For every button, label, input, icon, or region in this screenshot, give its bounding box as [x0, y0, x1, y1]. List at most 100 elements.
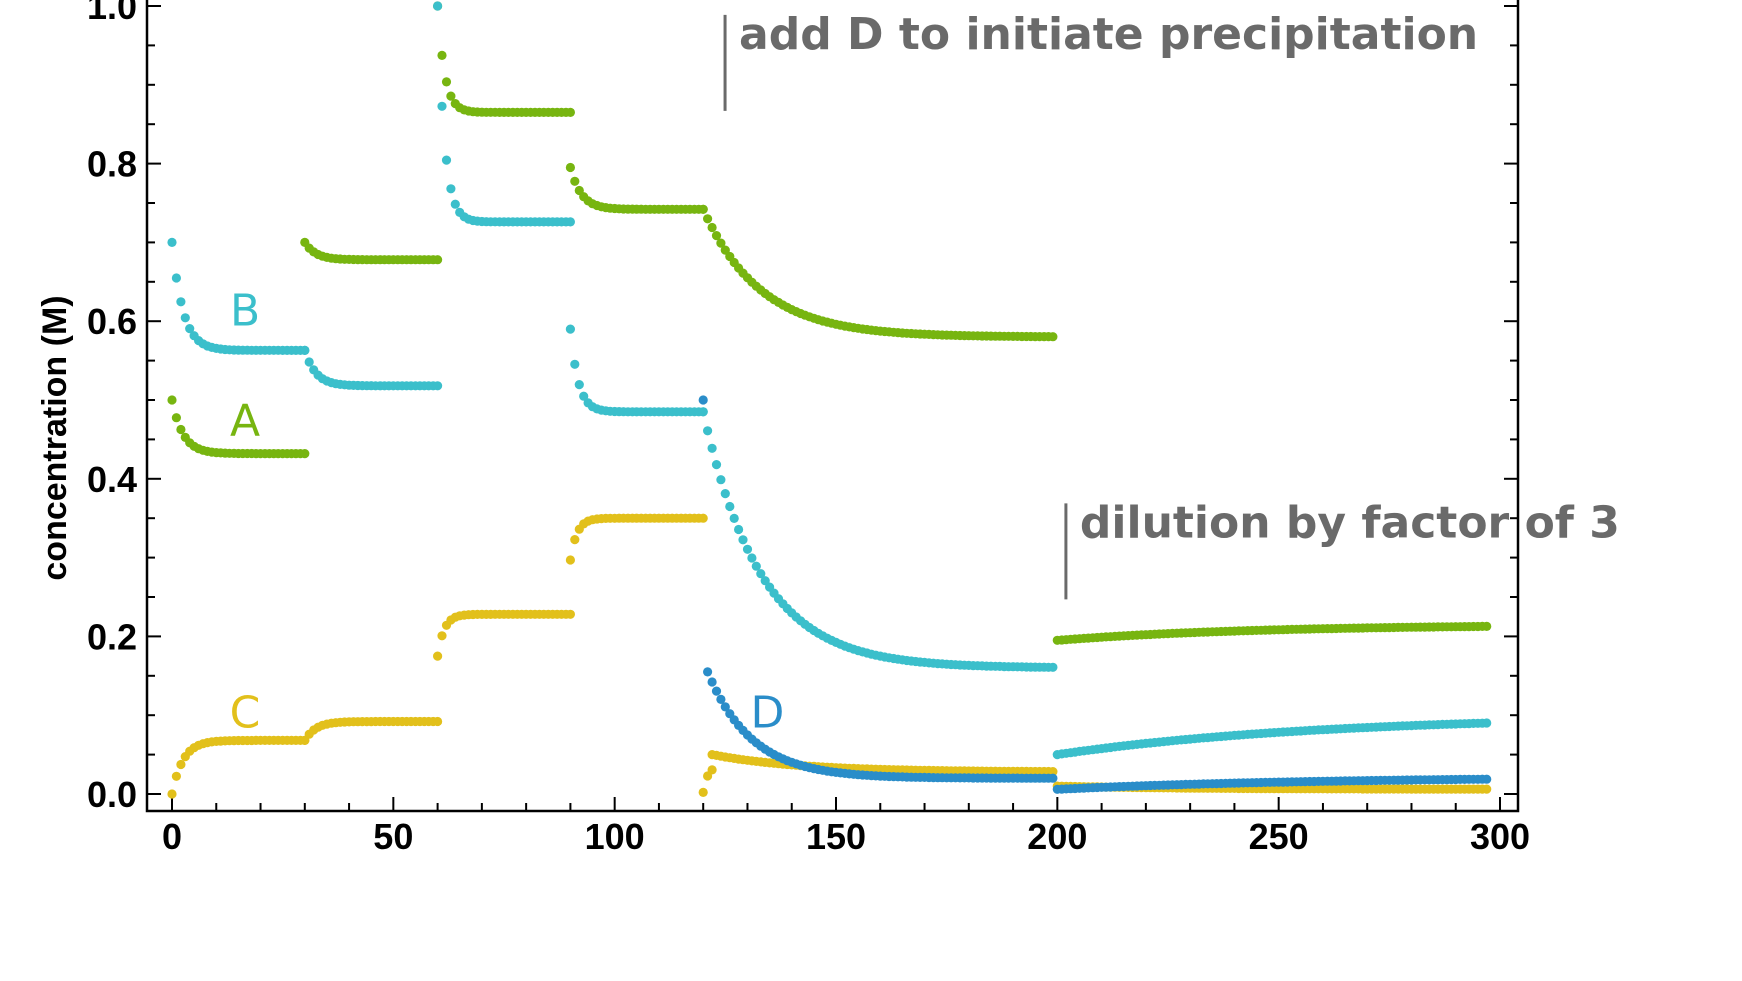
data-point: [579, 391, 589, 401]
series-label-B: B: [230, 285, 260, 336]
data-point: [565, 609, 576, 619]
data-point: [1048, 767, 1058, 777]
y-tick-label: 0.8: [87, 144, 137, 185]
data-point: [570, 176, 580, 186]
data-point: [437, 50, 447, 61]
data-point: [742, 544, 753, 554]
series-label-D: D: [750, 687, 784, 738]
data-point: [433, 1, 443, 11]
y-tick-label: 0.0: [87, 774, 137, 815]
data-point: [171, 413, 181, 423]
y-axis-label: concentration (M): [36, 295, 74, 580]
data-point: [441, 77, 452, 87]
data-point: [756, 569, 766, 579]
data-point: [707, 222, 717, 233]
series-label-A: A: [230, 396, 260, 447]
data-point: [716, 694, 726, 705]
data-point: [171, 771, 181, 781]
series-labels: A B C D: [230, 285, 785, 738]
data-point: [565, 217, 576, 227]
data-point: [446, 184, 456, 194]
data-point: [433, 651, 443, 661]
data-point: [176, 424, 186, 435]
data-point: [441, 155, 452, 165]
data-point: [1048, 662, 1058, 672]
ticks: 0 50 100 150 200 250 300 0.0 0.2 0.4 0.6 0.8 1.0: [87, 0, 1530, 857]
data-point: [716, 238, 726, 248]
y-tick-label: 0.6: [87, 301, 137, 342]
data-point: [570, 359, 580, 369]
data-point: [185, 324, 195, 334]
data-point: [698, 204, 708, 214]
data-point: [176, 759, 186, 770]
data-point: [738, 535, 748, 545]
series-C: [167, 513, 1492, 799]
data-point: [167, 395, 177, 405]
data-point: [698, 407, 708, 417]
data-point: [176, 297, 186, 307]
data-point: [711, 231, 722, 241]
data-point: [450, 199, 460, 209]
data-point: [171, 273, 181, 283]
y-tick-label: 0.2: [87, 616, 137, 657]
data-point: [180, 313, 190, 323]
data-point: [716, 475, 726, 485]
data-point: [1482, 621, 1492, 632]
data-point: [711, 460, 722, 470]
x-tick-label: 0: [162, 816, 182, 857]
data-point: [300, 345, 310, 355]
data-point: [574, 380, 584, 390]
series-label-C: C: [230, 687, 261, 738]
x-tick-label: 300: [1470, 816, 1530, 857]
x-tick-label: 150: [806, 816, 866, 857]
axes: [145, 0, 1520, 813]
data-point: [565, 555, 576, 565]
annotation-text: add D to initiate precipitation: [739, 9, 1478, 60]
data-point: [565, 162, 576, 173]
data-point: [698, 513, 708, 523]
data-point: [747, 553, 757, 563]
data-point: [725, 501, 735, 512]
series-D: [698, 395, 1492, 794]
data-point: [707, 677, 717, 687]
data-point: [1482, 718, 1492, 728]
series-A: [167, 1, 1492, 645]
data-point: [1048, 773, 1058, 783]
data-point: [167, 237, 177, 247]
data-point: [1482, 774, 1492, 784]
x-tick-label: 250: [1249, 816, 1309, 857]
data-point: [729, 513, 739, 524]
x-tick-label: 200: [1027, 816, 1087, 857]
data-point: [734, 524, 744, 535]
data-point: [698, 395, 708, 405]
data-point: [1048, 332, 1058, 342]
data-point: [703, 667, 713, 677]
data-point: [751, 561, 761, 571]
data-point: [565, 107, 576, 117]
data-point: [707, 765, 717, 775]
data-point: [703, 214, 713, 224]
data-point: [437, 101, 447, 111]
data-point: [703, 426, 713, 436]
y-tick-label: 0.4: [87, 459, 137, 500]
data-point: [433, 381, 443, 391]
plot-frame: [145, 0, 1520, 813]
annotations: add D to initiate precipitation dilution …: [723, 9, 1620, 600]
data-point: [698, 787, 708, 798]
data-point: [720, 245, 730, 255]
data-point: [167, 789, 177, 799]
data-point: [720, 702, 730, 712]
data-point: [720, 489, 730, 499]
data-point: [437, 631, 447, 641]
data-point: [433, 255, 443, 265]
data-point: [565, 324, 576, 334]
data-point: [570, 535, 580, 545]
data-points: [167, 1, 1492, 799]
data-point: [304, 357, 314, 367]
x-tick-label: 50: [373, 816, 413, 857]
data-point: [707, 443, 717, 453]
data-point: [300, 449, 310, 459]
series-B: [167, 1, 1492, 760]
y-tick-label: 1.0: [87, 0, 137, 27]
